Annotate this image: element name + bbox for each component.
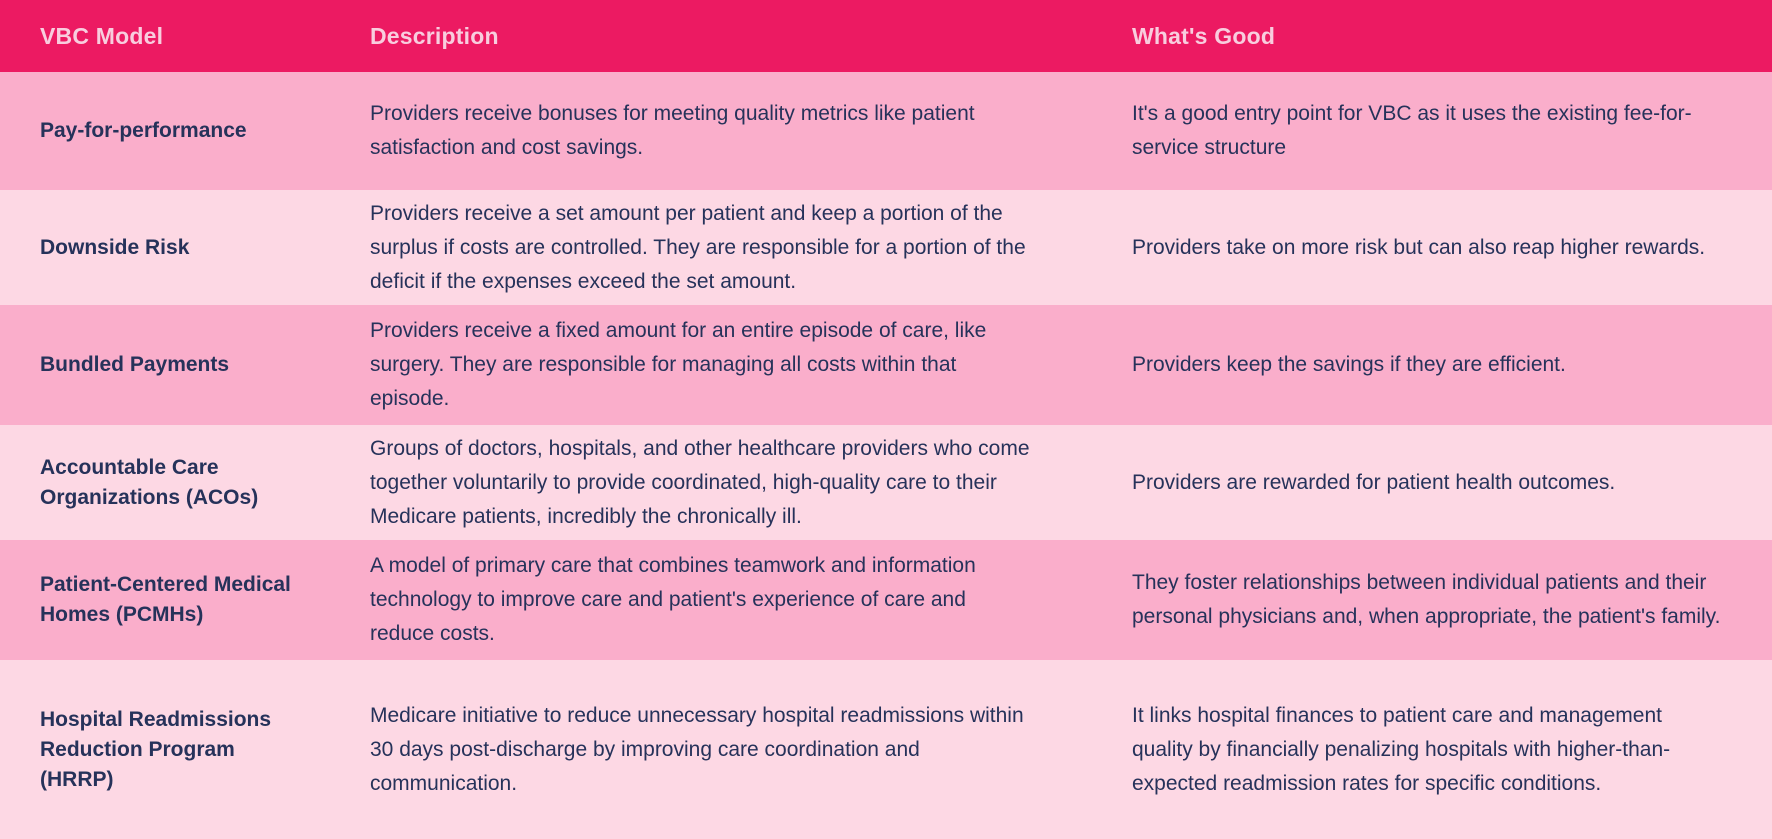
table-row-acos: Accountable Care Organizations (ACOs) Gr…	[0, 425, 1772, 540]
model-whats-good: Providers are rewarded for patient healt…	[1132, 470, 1616, 494]
model-description: Groups of doctors, hospitals, and other …	[370, 436, 1030, 528]
table-row-bundled-payments: Bundled Payments Providers receive a fix…	[0, 305, 1772, 425]
table-row-hrrp: Hospital Readmissions Reduction Program …	[0, 660, 1772, 839]
model-name: Bundled Payments	[40, 353, 230, 376]
model-whats-good: Providers keep the savings if they are e…	[1132, 353, 1566, 376]
model-whats-good: It links hospital finances to patient ca…	[1132, 703, 1671, 795]
table-row-pay-for-performance: Pay-for-performance Providers receive bo…	[0, 72, 1772, 190]
model-name: Accountable Care Organizations (ACOs)	[40, 455, 259, 509]
model-name: Hospital Readmissions Reduction Program …	[40, 707, 272, 791]
model-whats-good: They foster relationships between indivi…	[1132, 571, 1721, 628]
model-description: Providers receive bonuses for meeting qu…	[370, 102, 975, 159]
model-name: Pay-for-performance	[40, 119, 247, 142]
table-row-pcmhs: Patient-Centered Medical Homes (PCMHs) A…	[0, 540, 1772, 660]
model-description: Providers receive a fixed amount for an …	[370, 319, 987, 410]
model-description: Medicare initiative to reduce unnecessar…	[370, 703, 1024, 795]
model-description: Providers receive a set amount per patie…	[370, 201, 1026, 293]
column-header-whats-good: What's Good	[1132, 22, 1276, 49]
model-name: Patient-Centered Medical Homes (PCMHs)	[40, 573, 291, 626]
column-header-description: Description	[370, 22, 499, 49]
header-row: VBC Model Description What's Good	[0, 0, 1772, 72]
model-description: A model of primary care that combines te…	[370, 554, 976, 645]
model-name: Downside Risk	[40, 235, 190, 259]
column-header-vbc-model: VBC Model	[40, 22, 164, 49]
model-whats-good: It's a good entry point for VBC as it us…	[1132, 102, 1692, 159]
table-row-downside-risk: Downside Risk Providers receive a set am…	[0, 190, 1772, 305]
model-whats-good: Providers take on more risk but can also…	[1132, 235, 1706, 259]
